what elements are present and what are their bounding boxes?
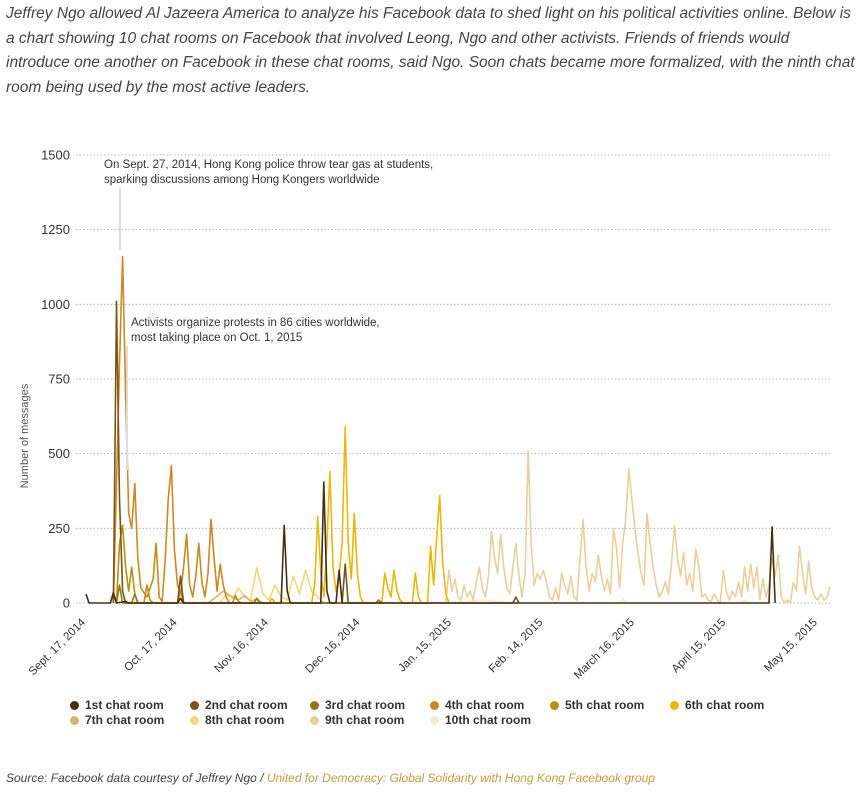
source-prefix: Source: Facebook data courtesy of Jeffre…	[6, 771, 267, 785]
y-axis-ticks: 0 250 500 750 1000 1250 1500	[41, 148, 70, 611]
grid	[76, 154, 830, 604]
legend-swatch	[190, 700, 199, 710]
legend-label: 10th chat room	[445, 713, 532, 727]
legend-swatch	[430, 700, 439, 710]
legend-swatch	[70, 700, 79, 710]
annotation-text: most taking place on Oct. 1, 2015	[131, 332, 302, 344]
legend-label: 2nd chat room	[205, 698, 288, 712]
legend-item[interactable]: 9th chat room	[306, 713, 426, 727]
y-tick-label: 1500	[41, 148, 70, 163]
legend-label: 6th chat room	[685, 698, 765, 712]
legend-item[interactable]: 1st chat room	[66, 698, 186, 712]
legend-swatch	[670, 700, 679, 710]
series-line-1	[85, 481, 776, 604]
legend-swatch	[310, 700, 319, 710]
x-tick-label: April 15, 2015	[670, 617, 729, 676]
legend-item[interactable]: 8th chat room	[186, 713, 306, 727]
legend-item[interactable]: 2nd chat room	[186, 698, 306, 712]
x-tick-label: Jan. 15, 2015	[396, 617, 454, 675]
y-tick-label: 1000	[41, 297, 70, 312]
legend-label: 4th chat room	[445, 698, 525, 712]
legend: 1st chat room 2nd chat room 3rd chat room 4…	[66, 698, 826, 727]
series-line-10	[451, 597, 749, 604]
annotation-text: On Sept. 27, 2014, Hong Kong police thro…	[104, 159, 433, 171]
legend-label: 3rd chat room	[325, 698, 406, 712]
legend-item[interactable]: 10th chat room	[426, 713, 546, 727]
legend-swatch	[550, 700, 559, 710]
legend-swatch	[430, 715, 439, 725]
legend-label: 5th chat room	[565, 698, 645, 712]
x-tick-label: Oct. 17, 2014	[122, 616, 180, 674]
legend-label: 7th chat room	[85, 713, 165, 727]
annotation-text: sparking discussions among Hong Kongers …	[104, 174, 380, 186]
series-line-8	[219, 566, 325, 604]
x-tick-label: March 16, 2015	[572, 617, 637, 682]
legend-item[interactable]: 4th chat room	[426, 698, 546, 712]
y-tick-label: 500	[48, 446, 70, 461]
x-tick-label: Dec. 16, 2014	[303, 616, 363, 676]
series-lines	[85, 255, 831, 604]
legend-item[interactable]: 6th chat room	[666, 698, 786, 712]
x-tick-label: Sept. 17, 2014	[27, 616, 89, 678]
legend-item[interactable]: 7th chat room	[66, 713, 186, 727]
source-note: Source: Facebook data courtesy of Jeffre…	[6, 771, 655, 785]
legend-label: 1st chat room	[85, 698, 164, 712]
series-line-9	[445, 449, 831, 604]
y-tick-label: 1250	[41, 222, 70, 237]
legend-item[interactable]: 3rd chat room	[306, 698, 426, 712]
legend-item[interactable]: 5th chat room	[546, 698, 666, 712]
x-tick-label: May 15, 2015	[762, 617, 820, 675]
legend-label: 8th chat room	[205, 713, 285, 727]
x-tick-label: Feb. 14, 2015	[487, 617, 546, 676]
legend-swatch	[190, 715, 199, 725]
y-tick-label: 250	[48, 521, 70, 536]
y-tick-label: 0	[63, 596, 70, 611]
y-axis-label: Number of messages	[19, 383, 31, 488]
x-tick-label: Nov. 16, 2014	[213, 616, 272, 675]
legend-swatch	[70, 715, 79, 725]
y-tick-label: 750	[48, 372, 70, 387]
annotations: On Sept. 27, 2014, Hong Kong police thro…	[104, 159, 433, 470]
series-line-6	[268, 426, 450, 604]
intro-text: Jeffrey Ngo allowed Al Jazeera America t…	[6, 5, 855, 96]
series-line-4	[112, 255, 231, 604]
source-link[interactable]: United for Democracy: Global Solidarity …	[266, 771, 656, 785]
legend-swatch	[310, 715, 319, 725]
legend-label: 9th chat room	[325, 713, 405, 727]
messages-line-chart: On Sept. 27, 2014, Hong Kong police thro…	[19, 148, 831, 682]
x-axis-ticks: Sept. 17, 2014 Oct. 17, 2014 Nov. 16, 2014…	[27, 616, 820, 681]
annotation-text: Activists organize protests in 86 cities…	[131, 317, 380, 329]
